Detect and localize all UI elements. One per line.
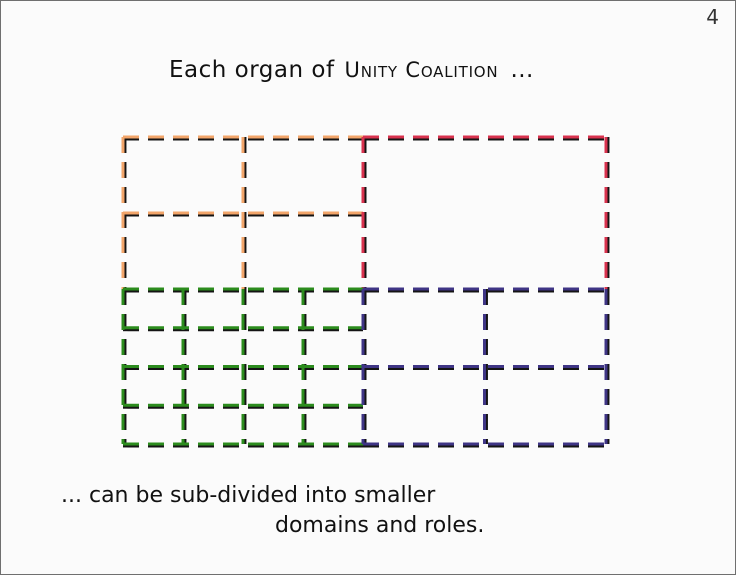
caption-line-2: domains and roles. (275, 513, 485, 538)
heading-prefix: Each organ of (169, 57, 335, 83)
top-left-organ (121, 135, 367, 293)
top-right-organ (361, 135, 610, 293)
caption-line-1: ... can be sub-divided into smaller (61, 483, 436, 508)
page-number: 4 (706, 5, 719, 29)
organization-name: Unity Coalition (344, 58, 499, 82)
bottom-left-organ (121, 287, 367, 448)
slide-heading: Each organ of Unity Coalition... (169, 57, 534, 83)
heading-ellipsis: ... (510, 57, 534, 83)
bottom-right-organ (361, 287, 610, 448)
